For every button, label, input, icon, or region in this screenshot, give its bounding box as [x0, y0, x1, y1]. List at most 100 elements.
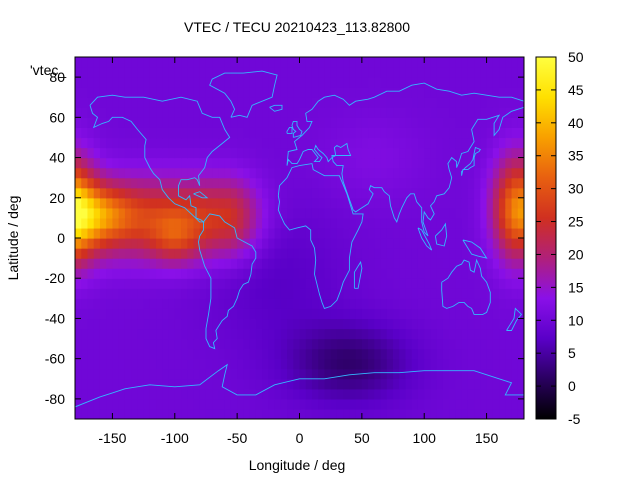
vtec-cell — [311, 167, 319, 179]
vtec-cell — [511, 388, 519, 400]
vtec-cell — [149, 177, 157, 189]
vtec-cell — [380, 358, 388, 370]
vtec-cell — [368, 238, 375, 249]
vtec-cell — [386, 278, 394, 289]
vtec-cell — [224, 197, 232, 209]
vtec-cell — [131, 77, 138, 88]
vtec-cell — [386, 378, 394, 390]
vtec-cell — [87, 318, 95, 330]
vtec-cell — [330, 338, 338, 350]
vtec-cell — [187, 57, 195, 68]
vtec-cell — [162, 368, 170, 380]
vtec-cell — [75, 338, 82, 350]
vtec-cell — [492, 97, 500, 108]
vtec-cell — [118, 348, 126, 360]
vtec-cell — [87, 107, 95, 118]
vtec-cell — [212, 388, 220, 400]
vtec-cell — [274, 368, 282, 380]
vtec-cell — [174, 147, 182, 159]
vtec-cell — [99, 358, 107, 370]
vtec-cell — [230, 207, 238, 219]
vtec-cell — [143, 67, 151, 78]
coastline-north-america — [89, 94, 231, 223]
vtec-cell — [355, 127, 363, 139]
vtec-cell — [324, 207, 332, 219]
vtec-cell — [361, 258, 369, 269]
vtec-cell — [311, 197, 319, 209]
vtec-cell — [511, 368, 519, 380]
vtec-cell — [305, 248, 313, 259]
vtec-cell — [274, 298, 282, 309]
vtec-cell — [93, 117, 101, 128]
vtec-cell — [293, 238, 301, 249]
vtec-cell — [212, 117, 220, 128]
vtec-cell — [436, 318, 444, 330]
vtec-cell — [311, 127, 319, 139]
vtec-cell — [112, 348, 120, 360]
vtec-cell — [118, 358, 126, 370]
vtec-cell — [162, 197, 170, 209]
vtec-cell — [262, 147, 269, 159]
vtec-cell — [393, 248, 400, 259]
vtec-cell — [106, 87, 114, 98]
vtec-cell — [361, 97, 369, 108]
vtec-cell — [93, 278, 101, 289]
vtec-cell — [280, 137, 288, 149]
vtec-cell — [230, 288, 238, 299]
vtec-cell — [224, 248, 232, 259]
y-tick-label: 60 — [49, 109, 65, 125]
vtec-cell — [218, 57, 226, 68]
vtec-cell — [193, 278, 201, 289]
vtec-cell — [505, 378, 513, 390]
vtec-cell — [461, 107, 469, 118]
vtec-cell — [417, 348, 425, 360]
vtec-cell — [75, 368, 82, 380]
vtec-cell — [131, 278, 138, 289]
vtec-cell — [137, 177, 145, 189]
vtec-cell — [87, 268, 95, 279]
vtec-cell — [124, 258, 132, 269]
colorbar-tick-label: -5 — [568, 411, 581, 427]
vtec-cell — [299, 368, 307, 380]
vtec-cell — [230, 348, 238, 360]
vtec-cell — [124, 107, 132, 118]
vtec-cell — [75, 398, 82, 410]
vtec-cell — [205, 117, 213, 128]
vtec-cell — [430, 398, 438, 410]
vtec-cell — [399, 368, 407, 380]
vtec-cell — [411, 107, 419, 118]
vtec-cell — [442, 268, 450, 279]
vtec-cell — [399, 258, 407, 269]
vtec-cell — [81, 207, 89, 219]
vtec-cell — [193, 368, 201, 380]
vtec-cell — [131, 338, 138, 350]
vtec-cell — [349, 308, 357, 320]
vtec-cell — [492, 137, 500, 149]
vtec-cell — [499, 167, 506, 179]
vtec-cell — [461, 77, 469, 88]
vtec-cell — [449, 328, 457, 340]
vtec-cell — [336, 258, 344, 269]
x-tick-label: 0 — [296, 430, 304, 446]
vtec-cell — [417, 338, 425, 350]
vtec-cell — [311, 388, 319, 400]
vtec-cell — [131, 157, 138, 169]
vtec-cell — [330, 278, 338, 289]
vtec-cell — [237, 378, 244, 390]
vtec-cell — [424, 278, 432, 289]
vtec-cell — [143, 227, 151, 239]
vtec-cell — [249, 338, 257, 350]
vtec-cell — [324, 147, 332, 159]
vtec-cell — [168, 227, 176, 239]
vtec-cell — [349, 137, 357, 149]
vtec-cell — [293, 137, 301, 149]
vtec-cell — [405, 328, 413, 340]
vtec-cell — [442, 197, 450, 209]
vtec-cell — [249, 268, 257, 279]
vtec-cell — [131, 408, 138, 419]
vtec-cell — [324, 87, 332, 98]
vtec-cell — [505, 107, 513, 118]
vtec-cell — [93, 298, 101, 309]
vtec-cell — [486, 217, 494, 229]
vtec-cell — [336, 197, 344, 209]
